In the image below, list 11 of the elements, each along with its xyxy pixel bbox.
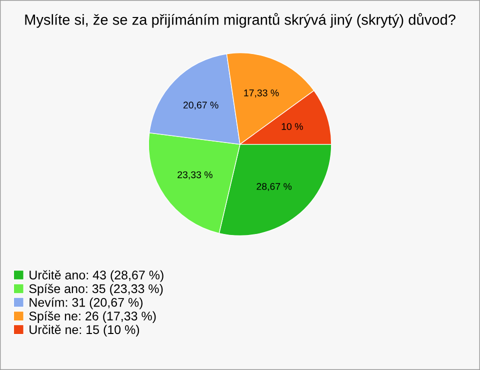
- legend-label: Spíše ano: 35 (23,33 %): [29, 284, 163, 296]
- data-label: 23,33 %: [178, 171, 212, 180]
- legend-label: Určitě ano: 43 (28,67 %): [30, 270, 164, 282]
- data-label: 10 %: [282, 123, 303, 130]
- chart-title: Myslíte si, že se za přijímáním migrantů skrývá jiný (skrytý) důvod?: [25, 12, 456, 28]
- data-label: 28,67 %: [256, 183, 292, 192]
- legend-label: Spíše ne: 26 (17,33 %): [29, 311, 156, 323]
- legend-label: Určitě ne: 15 (10 %): [30, 324, 140, 337]
- data-label: 17,33 %: [244, 89, 279, 98]
- legend-label: Nevím: 31 (20,67 %): [30, 297, 143, 310]
- data-label: 20,67 %: [183, 102, 218, 110]
